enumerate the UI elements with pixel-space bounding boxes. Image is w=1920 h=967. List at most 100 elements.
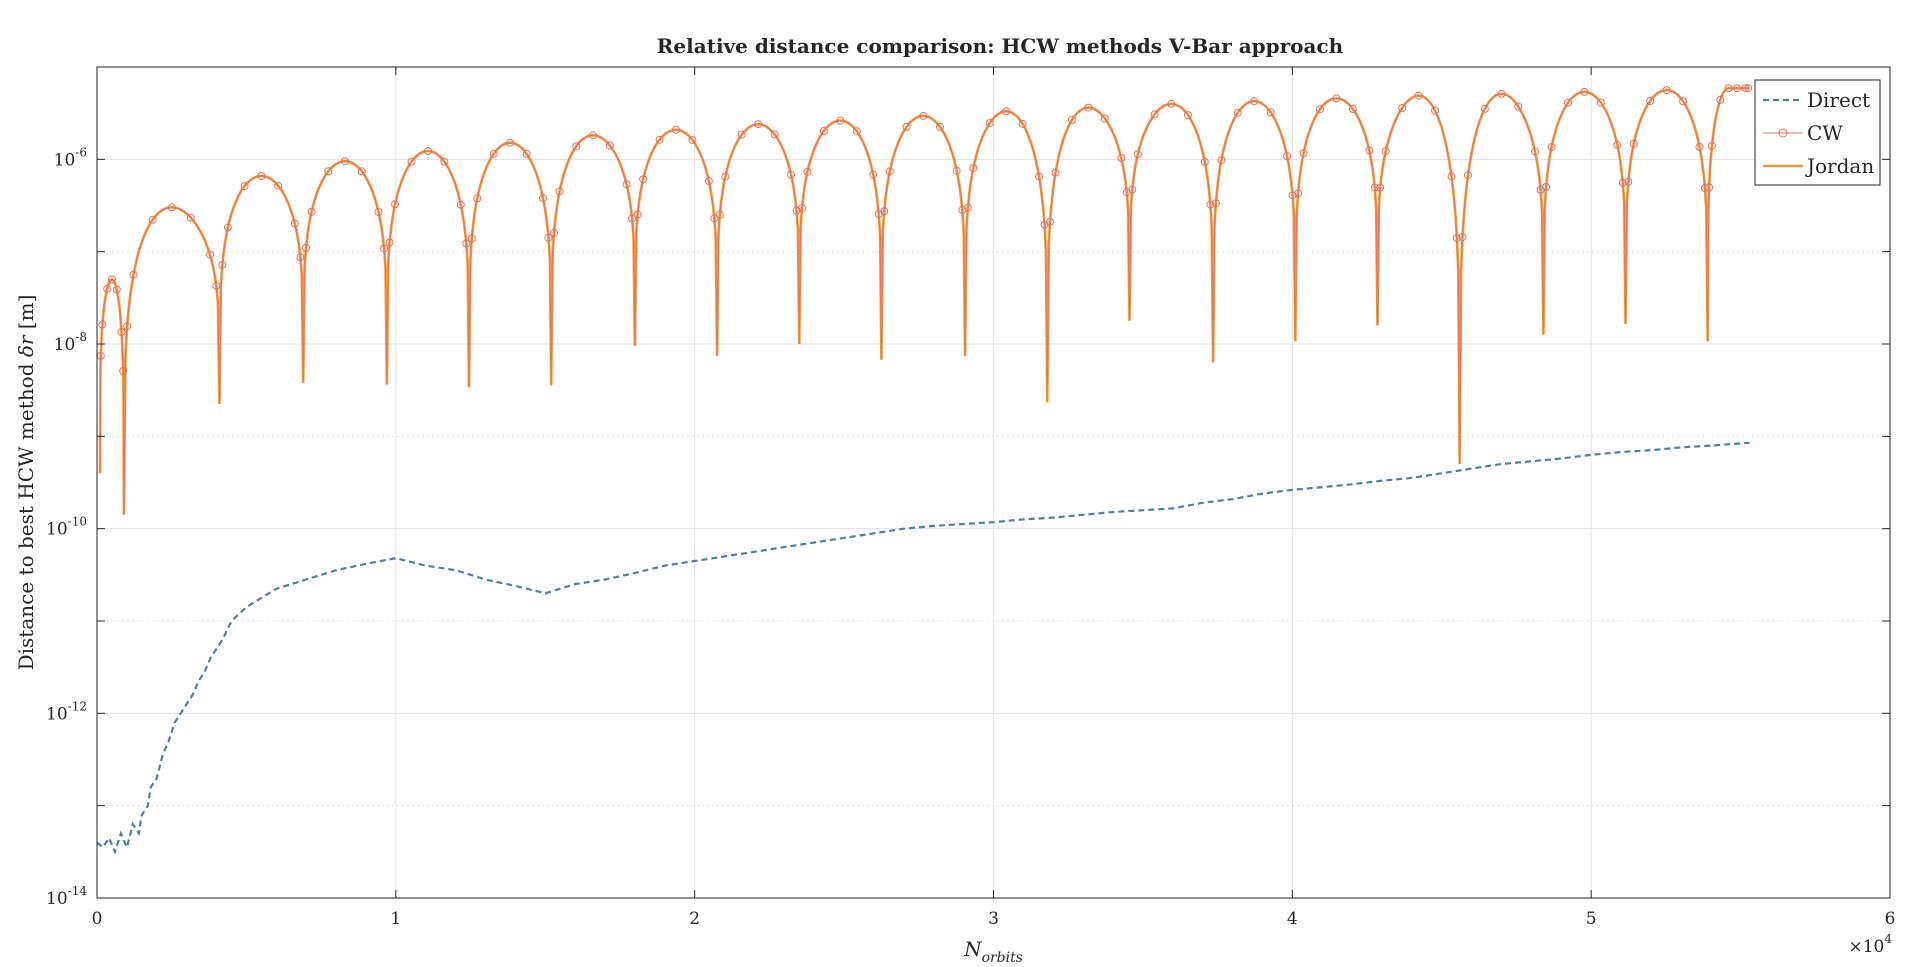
cw-series-marker xyxy=(1431,106,1439,115)
cw-series-marker xyxy=(1133,150,1142,159)
cw-series-marker xyxy=(1414,91,1423,100)
cw-series-marker xyxy=(655,135,664,144)
cw-series-marker xyxy=(123,322,132,331)
cw-series-marker xyxy=(1018,119,1027,128)
cw-series-marker xyxy=(539,194,547,202)
legend-label: Direct xyxy=(1807,88,1870,112)
cw-series-marker xyxy=(1316,105,1324,114)
y-tick-label: 10-8 xyxy=(54,330,87,355)
cw-series-marker xyxy=(324,167,333,176)
cw-series-marker xyxy=(1398,104,1407,112)
cw-series-marker xyxy=(852,127,861,136)
cw-series-marker xyxy=(380,244,389,253)
cw-series-marker xyxy=(522,149,531,158)
cw-series-marker xyxy=(489,149,498,158)
cw-series-marker xyxy=(969,164,978,173)
legend-marker xyxy=(1778,128,1788,138)
axes-layer: 0 1 2 3 4 5 6 10-14 10-12 10-10 10-8 10-6 ×104 Norbit… xyxy=(14,66,1896,966)
cw-series-marker xyxy=(467,234,476,243)
x-tick-label: 2 xyxy=(689,909,700,929)
cw-series-marker xyxy=(1701,184,1709,193)
cw-series-marker xyxy=(1365,146,1374,155)
cw-series-marker xyxy=(1294,189,1303,198)
cw-series-marker xyxy=(787,170,795,179)
cw-series-marker xyxy=(391,200,400,209)
y-tick-label: 10-14 xyxy=(46,884,87,909)
cw-series-marker xyxy=(186,213,195,222)
cw-series-marker xyxy=(1733,84,1741,93)
cw-series-marker xyxy=(622,180,631,189)
cw-series-marker xyxy=(357,167,366,176)
cw-series-marker xyxy=(385,238,394,247)
x-tick-label: 6 xyxy=(1885,909,1896,929)
x-tick-label: 3 xyxy=(988,909,999,929)
legend-item: Jordan xyxy=(1763,154,1874,178)
cw-series-marker xyxy=(919,111,928,120)
cw-series-marker xyxy=(1084,103,1093,112)
cw-series-marker xyxy=(212,281,221,290)
cw-series-marker xyxy=(473,194,482,203)
cw-series-marker xyxy=(1046,217,1054,226)
cw-series-marker xyxy=(1250,97,1259,106)
cw-series-marker xyxy=(506,138,515,147)
cw-series-marker xyxy=(1624,177,1633,186)
cw-series-marker xyxy=(1596,98,1605,107)
cw-series-marker xyxy=(721,172,730,181)
cw-series-marker xyxy=(1724,84,1733,93)
cw-series-marker xyxy=(1217,156,1226,165)
cw-series-marker xyxy=(688,136,697,144)
cw-series-marker xyxy=(902,123,911,131)
cw-series-marker xyxy=(462,239,471,248)
cw-series-marker xyxy=(544,233,553,242)
x-tick-label: 4 xyxy=(1287,909,1298,929)
cw-series-marker xyxy=(302,244,310,252)
cw-series-marker xyxy=(98,320,107,329)
cw-series-marker xyxy=(119,367,128,375)
cw-series-marker xyxy=(715,210,724,219)
cw-series-marker xyxy=(148,215,157,224)
cw-series-marker xyxy=(1299,149,1308,158)
cw-series-marker xyxy=(550,228,558,237)
cw-series-marker xyxy=(1211,199,1220,208)
cw-series-marker xyxy=(1150,110,1159,119)
legend-item: Direct xyxy=(1763,88,1870,112)
y-tick-label: 10-10 xyxy=(46,515,87,540)
cw-series-marker xyxy=(819,126,828,135)
cw-series-marker xyxy=(1376,183,1385,192)
legend-label: CW xyxy=(1807,121,1843,145)
y-axis-label: Distance to best HCW method δr [m] xyxy=(14,295,38,671)
cw-series-marker xyxy=(1381,147,1390,156)
cw-series-marker xyxy=(440,157,449,166)
cw-series-marker xyxy=(1716,95,1725,104)
cw-series-marker xyxy=(555,187,564,196)
cw-series-marker xyxy=(307,207,316,216)
legend-item: CW xyxy=(1763,121,1843,145)
cw-series-marker xyxy=(958,206,967,214)
cw-series-marker xyxy=(1233,108,1242,117)
x-tick-label: 5 xyxy=(1586,909,1597,929)
cw-series-marker xyxy=(1618,178,1627,187)
chart-title: Relative distance comparison: HCW method… xyxy=(657,34,1344,58)
cw-series-marker xyxy=(1497,89,1506,98)
cw-series-marker xyxy=(290,219,299,228)
cw-series-marker xyxy=(240,182,249,191)
cw-series-marker xyxy=(1613,140,1622,149)
cw-series-marker xyxy=(672,125,680,134)
cw-series-marker xyxy=(1679,97,1688,106)
cw-series-marker xyxy=(803,167,812,176)
cw-series-marker xyxy=(1662,86,1671,95)
cw-series-marker xyxy=(1542,182,1551,191)
cw-series-marker xyxy=(374,208,383,216)
cw-series-marker xyxy=(589,131,598,140)
cw-series-marker xyxy=(1705,183,1714,192)
x-tick-label: 1 xyxy=(390,909,401,929)
cw-series-marker xyxy=(836,116,845,125)
cw-series-marker xyxy=(754,120,763,129)
direct-series-line xyxy=(96,441,1750,855)
cw-series-marker xyxy=(1288,191,1297,200)
cw-series-marker xyxy=(1051,168,1060,177)
cw-series-marker xyxy=(112,285,121,294)
cw-series-marker xyxy=(1035,172,1044,181)
